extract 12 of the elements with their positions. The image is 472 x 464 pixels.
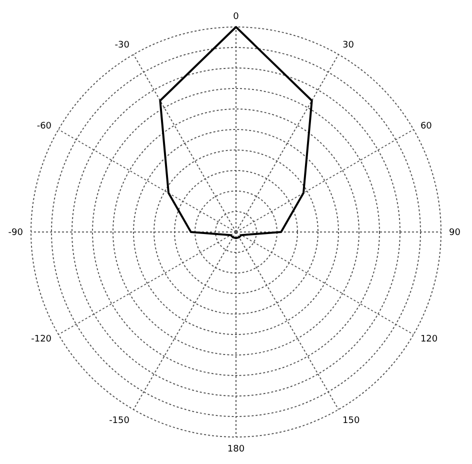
spoke-label: -150: [109, 416, 130, 426]
spoke-label: -120: [31, 334, 52, 345]
spoke-label: 120: [420, 334, 438, 345]
spoke-label: 0: [233, 12, 240, 22]
spoke-label: 30: [342, 40, 354, 51]
spoke-label: -30: [114, 40, 130, 51]
spoke-label: 180: [227, 444, 245, 454]
spoke-label: 60: [420, 122, 432, 132]
spoke-label: -60: [36, 122, 52, 132]
spoke-label: 150: [342, 416, 360, 426]
spoke-label: 90: [449, 228, 461, 238]
spoke-label: -90: [8, 228, 24, 238]
